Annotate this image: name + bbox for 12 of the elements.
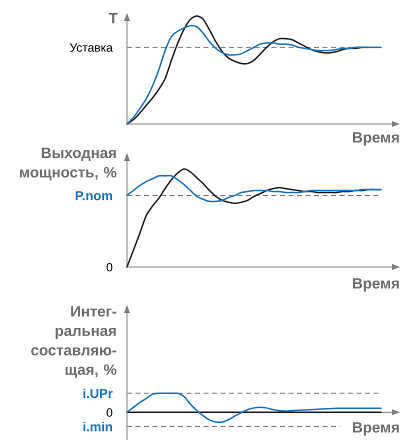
y-axis-title: T <box>108 12 118 24</box>
x-axis-title: Время <box>352 422 399 436</box>
x-axis-title: Время <box>352 132 399 146</box>
ref-line-label: Уставка <box>70 43 113 52</box>
y-axis-title: Интег-ральная составляю-щая, % <box>31 306 116 378</box>
ref-line-label: i.UPr <box>83 388 113 398</box>
y-axis-title: Выходная мощность, % <box>20 148 116 180</box>
ref-line-label: 0 <box>106 262 112 272</box>
x-axis-title: Время <box>352 278 399 292</box>
ref-line-label: i.min <box>83 422 112 432</box>
ref-line-label: P.nom <box>76 191 112 200</box>
ref-line-label: 0 <box>106 408 112 417</box>
